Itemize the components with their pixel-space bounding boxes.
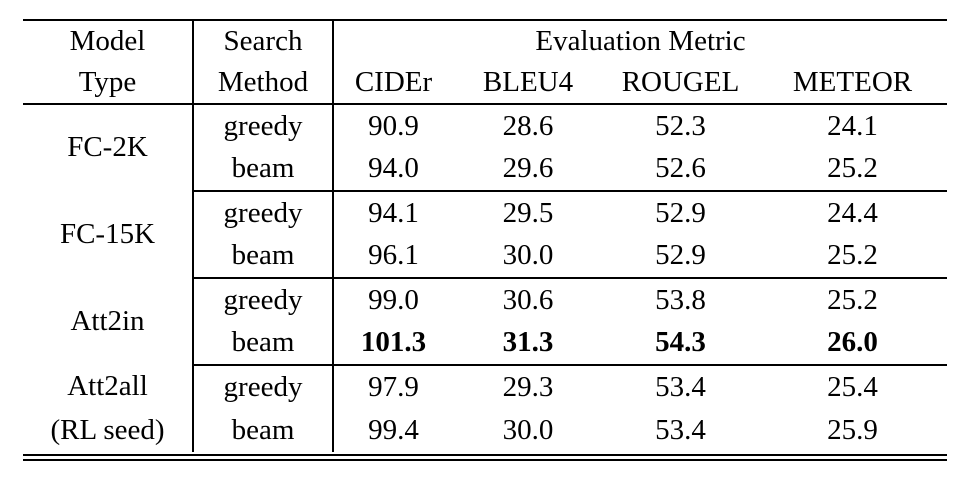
metric-value-cell: 97.9 (368, 370, 419, 403)
model-name-cell: FC-2K (23, 104, 194, 191)
header-model-line1: Model (23, 20, 194, 62)
model-name-line1: Att2all (67, 370, 148, 402)
metric-value-cell: 99.4 (368, 413, 419, 446)
metric-value-cell: 52.9 (603, 234, 758, 279)
metric-value-cell: 53.8 (655, 283, 706, 316)
metric-value-cell: 29.6 (453, 147, 603, 192)
model-name-cell: Att2all (RL seed) (23, 365, 194, 452)
metric-value-cell: 25.2 (758, 234, 947, 279)
table-row-fc2k-beam: beam 94.0 29.6 52.6 25.2 (23, 147, 947, 192)
header-model-line2: Type (23, 62, 194, 105)
metric-value-cell-best: 31.3 (453, 321, 603, 366)
metric-value-cell: 25.2 (827, 283, 878, 316)
metric-value-cell: 96.1 (333, 234, 453, 279)
metric-value-cell: 30.0 (502, 413, 554, 446)
search-method-cell: beam (193, 234, 334, 279)
metric-value-cell: 25.4 (827, 370, 878, 403)
search-method-cell: greedy (193, 191, 334, 235)
metric-value-cell-best: 54.3 (603, 321, 758, 366)
header-metric-rougel: ROUGEL (603, 62, 758, 105)
header-row-2: Type Method CIDEr BLEU4 ROUGEL METEOR (23, 62, 947, 105)
header-search-line2: Method (193, 62, 334, 105)
metric-value-cell: 24.4 (827, 196, 878, 229)
metric-value-cell: 29.3 (502, 370, 554, 403)
search-method-cell: beam (193, 408, 334, 452)
search-method-cell: greedy (193, 278, 334, 322)
metric-value-cell: 28.6 (502, 109, 554, 142)
header-metric-bleu4: BLEU4 (453, 62, 603, 105)
metric-value-cell: 25.9 (827, 413, 878, 446)
metric-value-cell: 99.0 (368, 283, 419, 316)
metric-value-cell: 52.9 (655, 196, 706, 229)
model-name: Att2in (70, 304, 145, 337)
model-name-cell: Att2in (23, 278, 194, 365)
metric-value-cell: 90.9 (368, 109, 419, 142)
table-row-fc15k-greedy: FC-15K greedy 94.1 29.5 52.9 24.4 (23, 191, 947, 278)
bottom-double-rule (23, 454, 947, 461)
header-search-line1: Search (193, 20, 334, 62)
metric-value-cell-best: 101.3 (333, 321, 453, 366)
metric-value-cell: 52.6 (603, 147, 758, 192)
model-name: FC-2K (67, 131, 148, 164)
metric-value-cell: 29.5 (502, 196, 554, 229)
metric-value-cell: 25.2 (758, 147, 947, 192)
header-metric-meteor: METEOR (758, 62, 947, 105)
metric-value-cell: 30.0 (453, 234, 603, 279)
header-row-1: Model Search Evaluation Metric (23, 20, 947, 62)
results-table: Model Search Evaluation Metric Type Meth… (23, 19, 947, 452)
header-evaluation-metric: Evaluation Metric (535, 25, 746, 57)
metric-value-cell: 94.1 (368, 196, 419, 229)
search-method-cell: beam (193, 321, 334, 366)
table-row-fc2k-greedy: FC-2K greedy 90.9 28.6 52.3 24.1 (23, 104, 947, 191)
model-name: FC-15K (59, 217, 156, 250)
table-row-att2in-greedy: Att2in greedy 99.0 30.6 53.8 25.2 (23, 278, 947, 365)
metric-value-cell: 53.4 (655, 370, 706, 403)
table-row-fc15k-beam: beam 96.1 30.0 52.9 25.2 (23, 234, 947, 279)
metric-value-cell: 24.1 (827, 109, 878, 142)
table-row-att2in-beam: beam 101.3 31.3 54.3 26.0 (23, 321, 947, 366)
table-row-att2all-greedy: Att2all (RL seed) greedy 97.9 29.3 53.4 … (23, 365, 947, 452)
model-name-line2: (RL seed) (50, 413, 165, 446)
search-method-cell: greedy (193, 104, 334, 148)
metric-value-cell: 53.4 (655, 413, 706, 446)
metric-value-cell: 94.0 (333, 147, 453, 192)
metric-value-cell-best: 26.0 (758, 321, 947, 366)
table-row-att2all-beam: beam 99.4 30.0 53.4 25.9 (23, 408, 947, 452)
metric-value-cell: 52.3 (655, 109, 706, 142)
header-metric-cider: CIDEr (333, 62, 453, 105)
search-method-cell: greedy (193, 365, 334, 409)
model-name-cell: FC-15K (23, 191, 194, 278)
search-method-cell: beam (193, 147, 334, 192)
metric-value-cell: 30.6 (502, 283, 554, 316)
